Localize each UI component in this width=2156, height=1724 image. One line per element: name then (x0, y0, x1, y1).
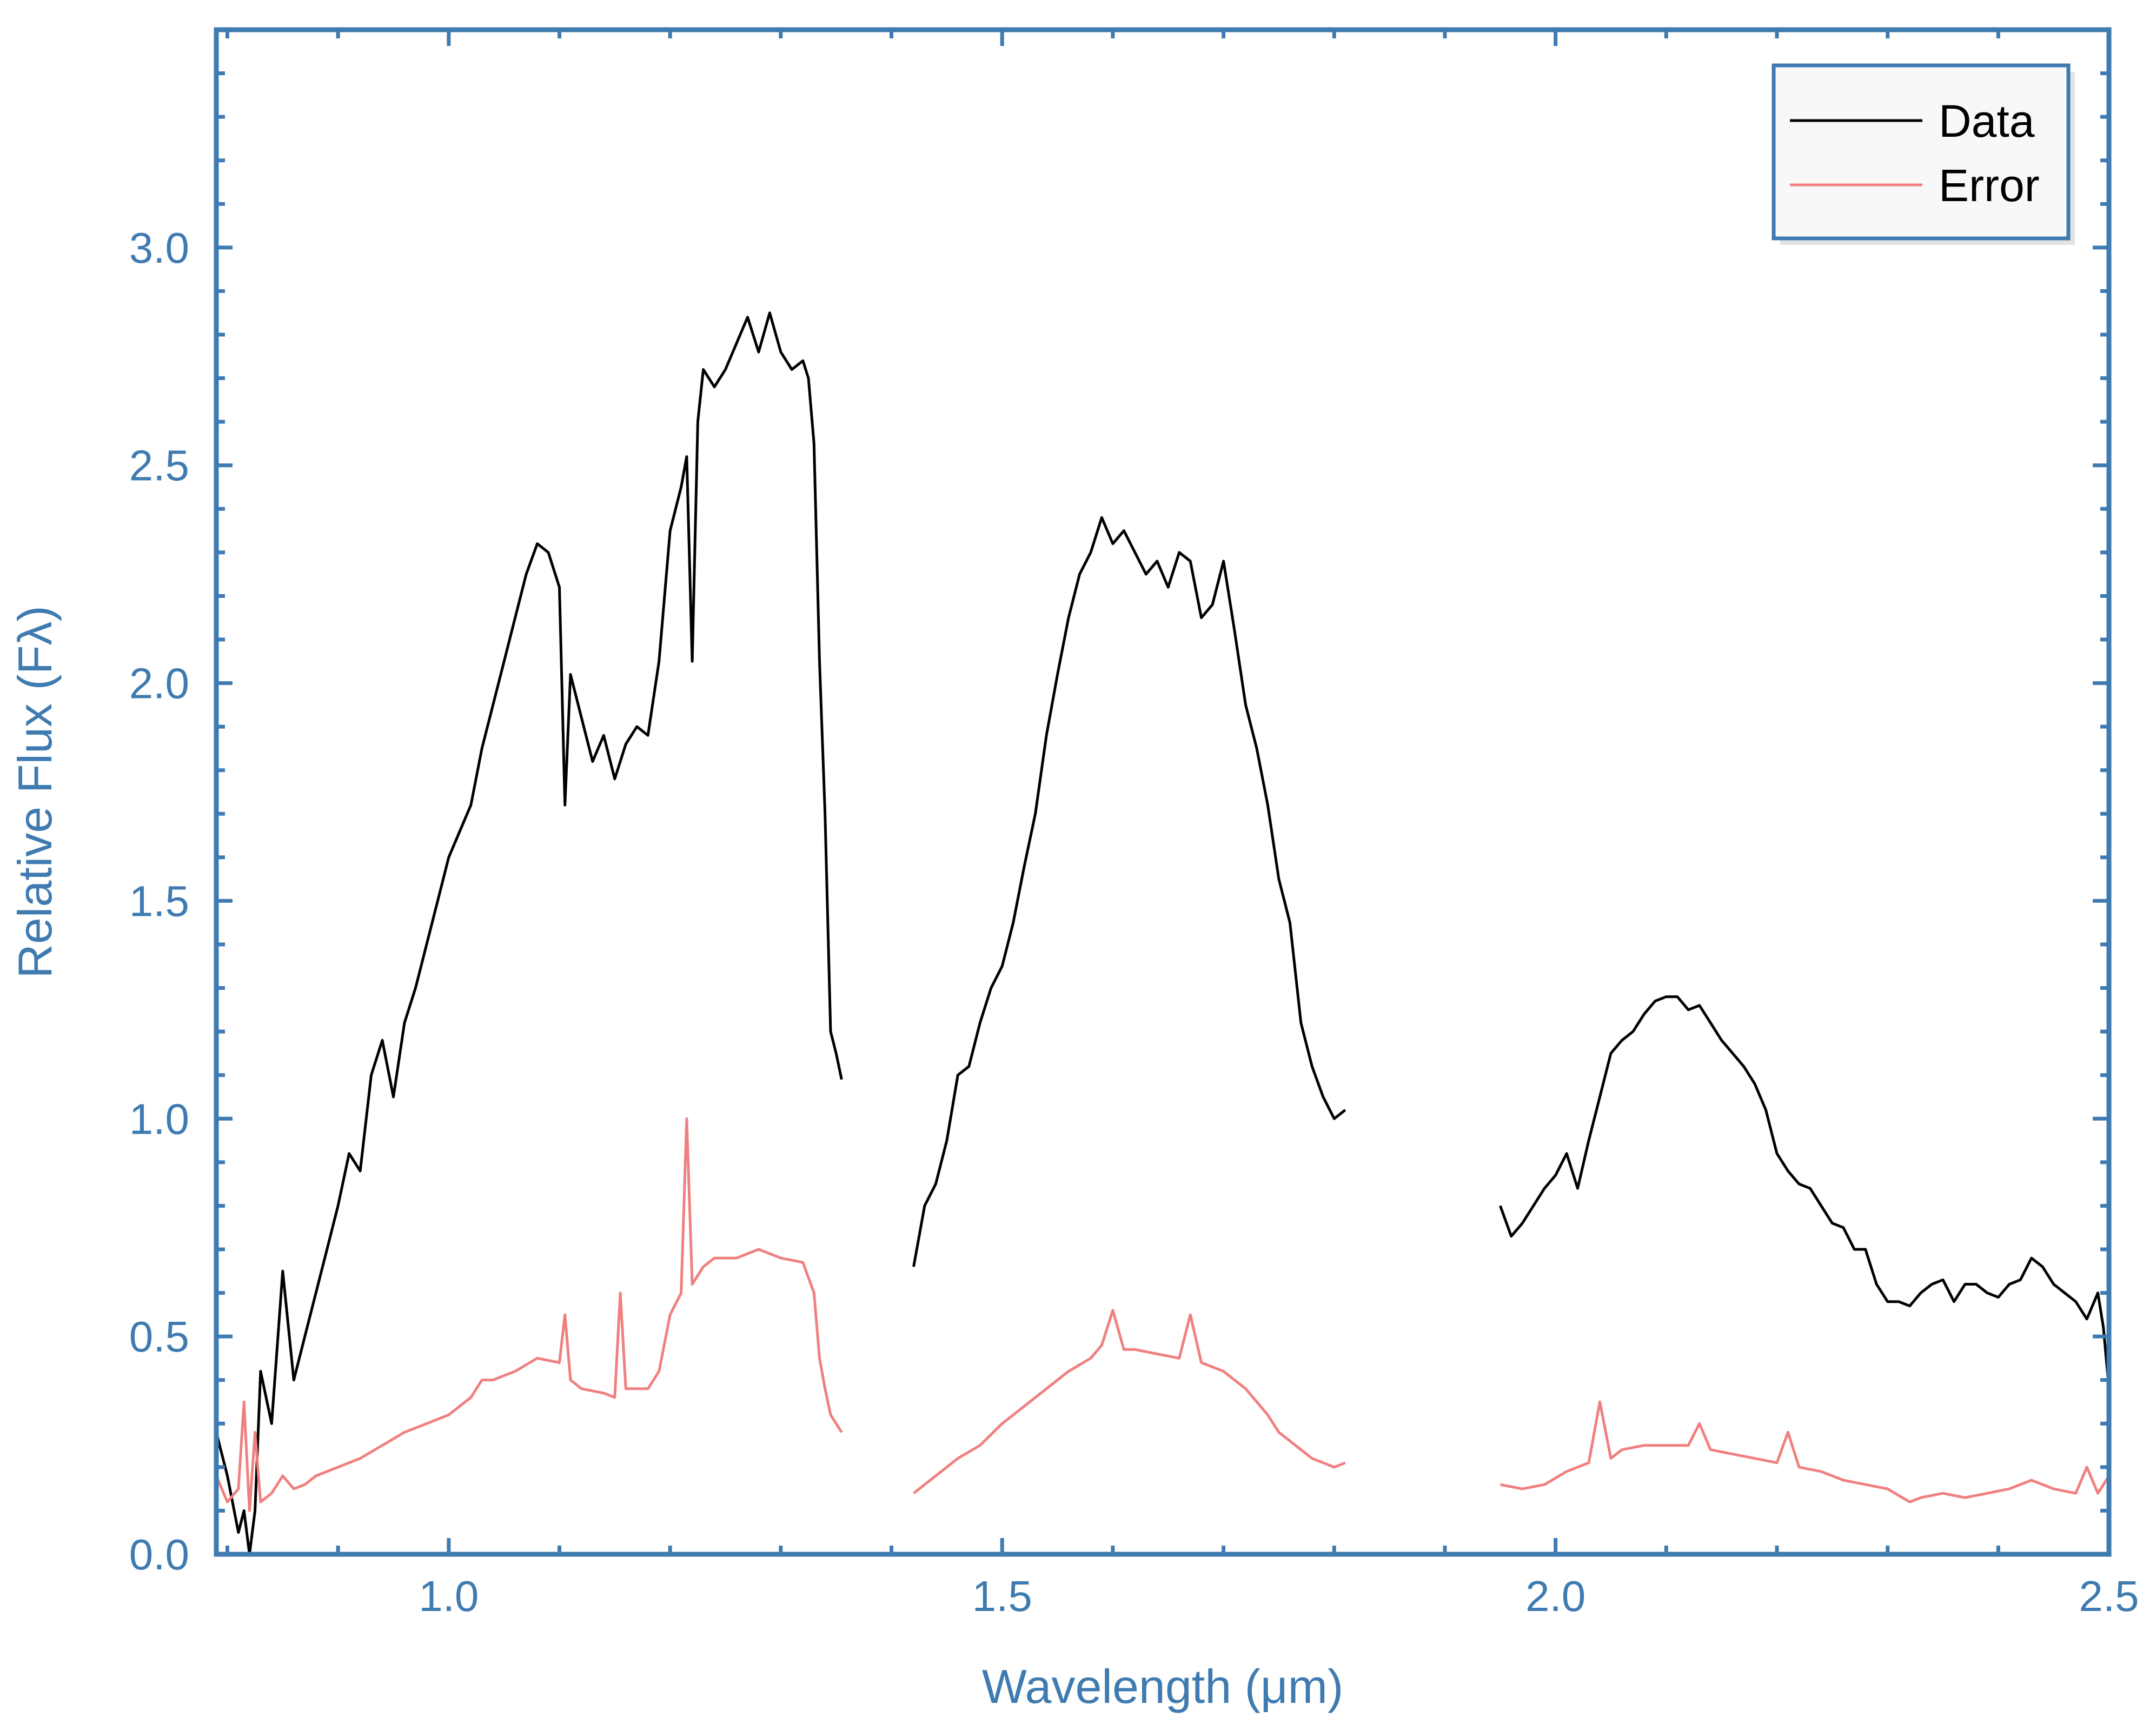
error-series-line-segment-1 (216, 1117, 843, 1512)
x-tick-label: 1.0 (419, 1572, 479, 1620)
y-tick-label: 0.5 (129, 1313, 189, 1361)
legend: Data Error (1772, 63, 2075, 245)
data-series-line-segment-1 (216, 311, 843, 1554)
x-tick-label: 2.0 (1525, 1572, 1586, 1620)
y-tick-label: 3.0 (129, 224, 189, 272)
data-series-line-segment-2 (912, 516, 1346, 1267)
plot-frame (214, 27, 2112, 1557)
y-tick-label: 1.5 (129, 877, 189, 925)
y-tick-label: 0.0 (129, 1530, 189, 1579)
legend-box (1772, 63, 2071, 241)
tick-labels: 1.0 1.5 2.0 2.5 0.0 0.5 1.0 1.5 2.0 2.5 3.0 (129, 224, 2139, 1620)
y-tick-label: 1.0 (129, 1095, 189, 1143)
x-axis-label: Wavelength (μm) (982, 1660, 1344, 1713)
error-series-line-segment-3 (1500, 1400, 2109, 1503)
y-tick-label: 2.0 (129, 660, 189, 708)
legend-label-error: Error (1939, 160, 2040, 211)
legend-label-data: Data (1939, 96, 2035, 147)
data-series-line-segment-3 (1498, 995, 2109, 1389)
error-series-line-segment-2 (912, 1309, 1346, 1495)
y-axis-label: Relative Flux (Fλ) (8, 605, 62, 978)
y-tick-label: 2.5 (129, 442, 189, 490)
x-tick-label: 2.5 (2079, 1572, 2139, 1620)
series-layer (216, 311, 2109, 1554)
ticks-layer (216, 28, 2111, 1556)
x-tick-label: 1.5 (972, 1572, 1032, 1620)
